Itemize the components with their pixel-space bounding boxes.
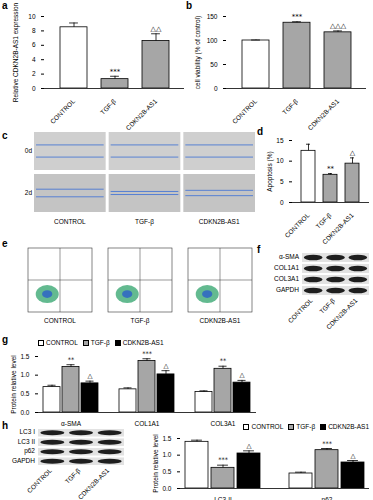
svg-text:COL3A1: COL3A1 bbox=[211, 420, 236, 427]
svg-text:2: 2 bbox=[32, 70, 36, 77]
html-text:h: h bbox=[2, 420, 9, 431]
svg-text:**: ** bbox=[220, 357, 227, 365]
html-text:TGF-β: TGF-β bbox=[90, 339, 110, 346]
svg-text:TGF-β: TGF-β bbox=[99, 97, 118, 116]
svg-text:CONTROL: CONTROL bbox=[231, 97, 259, 125]
svg-text:1.0: 1.0 bbox=[20, 371, 29, 378]
svg-text:GAPDH: GAPDH bbox=[276, 286, 299, 293]
svg-text:***: *** bbox=[322, 440, 333, 448]
svg-text:0.0: 0.0 bbox=[20, 409, 29, 416]
html-text:b: b bbox=[186, 0, 193, 11]
svg-text:△△: △△ bbox=[151, 25, 162, 33]
svg-text:8: 8 bbox=[32, 27, 36, 34]
svg-text:TGF-β: TGF-β bbox=[318, 297, 337, 316]
html-text:e: e bbox=[2, 238, 8, 249]
svg-text:CDKN2B-AS1: CDKN2B-AS1 bbox=[306, 97, 340, 131]
svg-text:0.0: 0.0 bbox=[162, 485, 171, 492]
svg-text:10: 10 bbox=[276, 157, 284, 164]
svg-text:4: 4 bbox=[32, 56, 36, 63]
svg-text:0d: 0d bbox=[25, 147, 33, 154]
svg-text:Relative CDKN2B-AS1 expression: Relative CDKN2B-AS1 expression bbox=[12, 2, 20, 102]
svg-text:TGF-β: TGF-β bbox=[314, 211, 333, 230]
svg-text:CDKN2B-AS1: CDKN2B-AS1 bbox=[124, 97, 158, 131]
svg-text:CONTROL: CONTROL bbox=[49, 97, 77, 125]
html-text:CDKN2B-AS1: CDKN2B-AS1 bbox=[122, 339, 164, 346]
svg-text:α-SMA: α-SMA bbox=[61, 420, 82, 427]
html-text:d: d bbox=[257, 126, 264, 137]
svg-text:**: ** bbox=[327, 165, 335, 173]
svg-text:LC3 I: LC3 I bbox=[19, 428, 35, 435]
html-text:TGF-β: TGF-β bbox=[296, 423, 316, 430]
svg-text:TGF-β: TGF-β bbox=[63, 467, 82, 486]
svg-text:CONTROL: CONTROL bbox=[26, 466, 54, 494]
svg-text:1.5: 1.5 bbox=[20, 353, 29, 360]
html-text:g: g bbox=[2, 334, 9, 345]
svg-text:10: 10 bbox=[28, 13, 36, 20]
svg-text:△: △ bbox=[164, 362, 169, 370]
svg-text:0: 0 bbox=[214, 85, 218, 92]
svg-text:Protein relative level: Protein relative level bbox=[152, 434, 159, 493]
html-text:CONTROL: CONTROL bbox=[46, 339, 78, 346]
svg-text:CONTROL: CONTROL bbox=[283, 211, 311, 239]
svg-text:0.5: 0.5 bbox=[162, 468, 171, 475]
svg-text:cell viability (% of control): cell viability (% of control) bbox=[194, 16, 202, 89]
svg-text:50: 50 bbox=[210, 61, 218, 68]
svg-text:CDKN2B-AS1: CDKN2B-AS1 bbox=[321, 211, 355, 245]
svg-text:TGF-β: TGF-β bbox=[131, 317, 150, 325]
svg-text:0: 0 bbox=[32, 85, 36, 92]
svg-text:△: △ bbox=[240, 371, 245, 379]
svg-text:CDKN2B-AS1: CDKN2B-AS1 bbox=[77, 466, 111, 500]
svg-text:1.0: 1.0 bbox=[162, 451, 171, 458]
html-text:CONTROL: CONTROL bbox=[251, 423, 284, 430]
svg-text:CDKN2B-AS1: CDKN2B-AS1 bbox=[200, 317, 241, 324]
svg-text:△: △ bbox=[350, 149, 356, 157]
svg-text:Protein relative level: Protein relative level bbox=[10, 355, 17, 414]
svg-text:***: *** bbox=[142, 350, 153, 358]
svg-text:α-SMA: α-SMA bbox=[279, 253, 300, 260]
svg-text:100: 100 bbox=[207, 37, 218, 44]
html-text:c: c bbox=[2, 130, 8, 141]
html-text:f: f bbox=[257, 244, 261, 255]
svg-text:TGF-β: TGF-β bbox=[135, 218, 154, 226]
svg-text:p62: p62 bbox=[24, 447, 35, 455]
svg-text:6: 6 bbox=[32, 41, 36, 48]
svg-text:CONTROL: CONTROL bbox=[286, 296, 314, 324]
html-text:CDKN2B-AS1: CDKN2B-AS1 bbox=[328, 423, 369, 430]
svg-text:GAPDH: GAPDH bbox=[12, 457, 35, 464]
svg-text:LC3-II: LC3-II bbox=[214, 496, 232, 500]
svg-text:TGF-β: TGF-β bbox=[281, 97, 300, 116]
svg-text:CDKN2B-AS1: CDKN2B-AS1 bbox=[325, 296, 359, 330]
html-text:a: a bbox=[2, 0, 8, 11]
svg-text:p62: p62 bbox=[322, 496, 333, 500]
svg-text:CONTROL: CONTROL bbox=[44, 317, 76, 324]
svg-text:2d: 2d bbox=[25, 189, 33, 196]
svg-text:LC3 II: LC3 II bbox=[18, 438, 36, 445]
svg-text:COL3A1: COL3A1 bbox=[274, 275, 299, 282]
svg-text:△△△: △△△ bbox=[330, 22, 347, 30]
svg-text:150: 150 bbox=[207, 13, 218, 20]
svg-text:15: 15 bbox=[276, 137, 284, 144]
svg-text:CONTROL: CONTROL bbox=[54, 218, 86, 225]
svg-text:Apoptosis (%): Apoptosis (%) bbox=[266, 151, 274, 191]
svg-text:***: *** bbox=[292, 13, 303, 21]
svg-text:CDKN2B-AS1: CDKN2B-AS1 bbox=[199, 218, 240, 225]
svg-text:COL1A1: COL1A1 bbox=[135, 420, 160, 427]
svg-text:1.5: 1.5 bbox=[162, 435, 171, 442]
svg-text:5: 5 bbox=[280, 178, 284, 185]
svg-text:***: *** bbox=[110, 68, 121, 76]
svg-text:**: ** bbox=[68, 356, 75, 364]
svg-text:△: △ bbox=[351, 452, 356, 460]
svg-text:0: 0 bbox=[280, 199, 284, 206]
svg-text:***: *** bbox=[218, 456, 229, 464]
svg-text:△: △ bbox=[88, 372, 93, 380]
svg-text:COL1A1: COL1A1 bbox=[274, 264, 299, 271]
svg-text:△: △ bbox=[247, 442, 252, 450]
svg-text:0.5: 0.5 bbox=[20, 390, 29, 397]
